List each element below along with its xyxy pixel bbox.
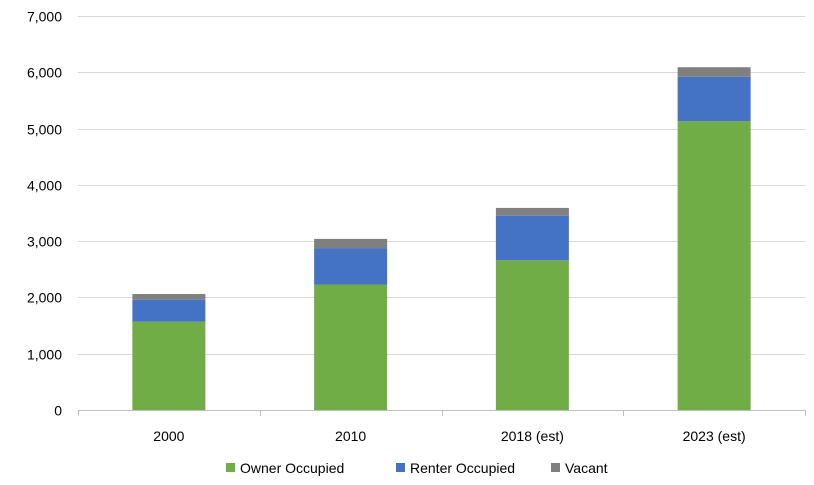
y-tick-label: 7,000 [27,9,62,25]
legend: Owner Occupied Renter Occupied Vacant [226,460,608,476]
legend-label: Vacant [565,460,608,476]
bar-renter-occupied-1 [314,248,388,285]
y-tick-label: 4,000 [27,178,62,194]
x-axis: 2000 2010 2018 (est) 2023 (est) [78,410,806,444]
bar-renter-occupied-0 [132,299,206,322]
legend-label: Owner Occupied [240,460,344,476]
legend-label: Renter Occupied [410,460,515,476]
bar-renter-occupied-3 [677,76,751,122]
legend-swatch-vacant [551,463,560,472]
y-tick-label: 3,000 [27,234,62,250]
x-tick-label: 2000 [153,428,184,444]
bar-owner-occupied-2 [495,260,569,410]
legend-swatch-owner-occupied [226,463,235,472]
y-tick-label: 1,000 [27,347,62,363]
bar-vacant-3 [677,67,751,77]
y-tick-label: 5,000 [27,122,62,138]
bar-owner-occupied-1 [314,284,388,410]
bar-vacant-1 [314,238,388,249]
y-tick-label: 2,000 [27,290,62,306]
bar-owner-occupied-0 [132,321,206,410]
bars [132,67,751,411]
legend-swatch-renter-occupied [396,463,405,472]
bar-renter-occupied-2 [495,215,569,261]
bar-owner-occupied-3 [677,121,751,411]
y-axis-tick-labels: 0 1,000 2,000 3,000 4,000 5,000 6,000 7,000 [27,9,62,419]
y-tick-label: 0 [54,403,62,419]
bar-vacant-2 [495,207,569,216]
x-tick-label: 2010 [335,428,366,444]
bar-vacant-0 [132,294,206,300]
x-tick-label: 2018 (est) [501,428,564,444]
x-tick-label: 2023 (est) [683,428,746,444]
y-tick-label: 6,000 [27,65,62,81]
